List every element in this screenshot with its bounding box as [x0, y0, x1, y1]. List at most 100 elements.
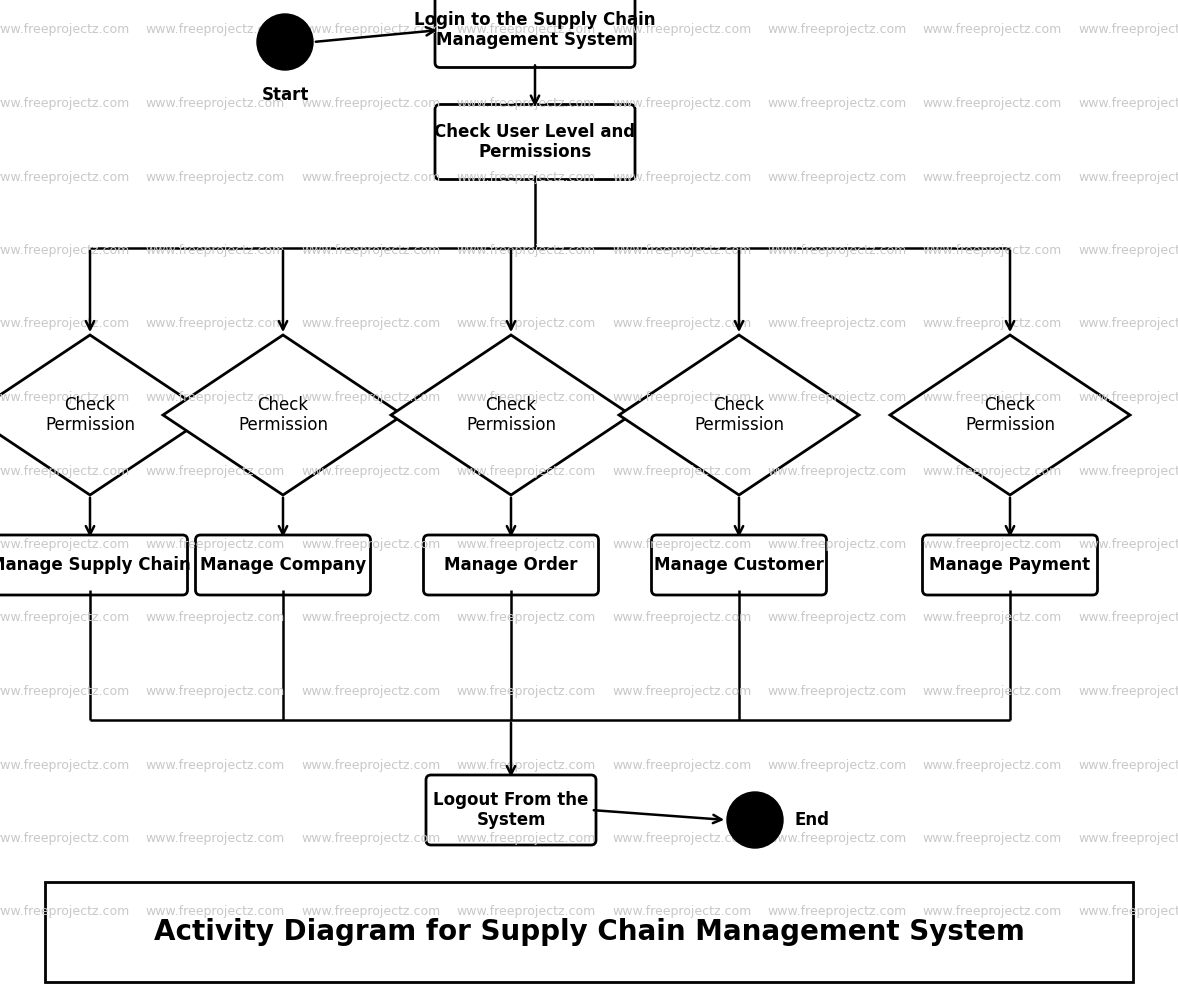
Text: www.freeprojectz.com: www.freeprojectz.com	[0, 685, 130, 698]
Text: www.freeprojectz.com: www.freeprojectz.com	[922, 906, 1063, 919]
Text: www.freeprojectz.com: www.freeprojectz.com	[768, 759, 907, 772]
Text: www.freeprojectz.com: www.freeprojectz.com	[768, 832, 907, 845]
Text: www.freeprojectz.com: www.freeprojectz.com	[302, 24, 441, 37]
Text: End: End	[795, 811, 830, 829]
Circle shape	[257, 14, 313, 70]
Text: www.freeprojectz.com: www.freeprojectz.com	[922, 97, 1063, 110]
Text: www.freeprojectz.com: www.freeprojectz.com	[922, 317, 1063, 330]
Polygon shape	[163, 335, 403, 495]
Text: www.freeprojectz.com: www.freeprojectz.com	[1078, 391, 1178, 404]
Text: Manage Supply Chain: Manage Supply Chain	[0, 556, 191, 574]
Text: www.freeprojectz.com: www.freeprojectz.com	[1078, 24, 1178, 37]
Text: Check
Permission: Check Permission	[965, 396, 1055, 434]
Text: www.freeprojectz.com: www.freeprojectz.com	[302, 244, 441, 257]
Text: www.freeprojectz.com: www.freeprojectz.com	[302, 832, 441, 845]
Text: www.freeprojectz.com: www.freeprojectz.com	[1078, 611, 1178, 625]
Text: www.freeprojectz.com: www.freeprojectz.com	[922, 611, 1063, 625]
Text: www.freeprojectz.com: www.freeprojectz.com	[302, 611, 441, 625]
Text: www.freeprojectz.com: www.freeprojectz.com	[613, 464, 752, 477]
Text: www.freeprojectz.com: www.freeprojectz.com	[457, 317, 596, 330]
Text: www.freeprojectz.com: www.freeprojectz.com	[457, 685, 596, 698]
Text: Check
Permission: Check Permission	[238, 396, 327, 434]
Polygon shape	[0, 335, 210, 495]
Text: www.freeprojectz.com: www.freeprojectz.com	[0, 24, 130, 37]
Text: www.freeprojectz.com: www.freeprojectz.com	[1078, 832, 1178, 845]
Text: www.freeprojectz.com: www.freeprojectz.com	[768, 685, 907, 698]
Text: www.freeprojectz.com: www.freeprojectz.com	[613, 906, 752, 919]
Text: www.freeprojectz.com: www.freeprojectz.com	[613, 24, 752, 37]
Text: Manage Customer: Manage Customer	[654, 556, 823, 574]
Text: www.freeprojectz.com: www.freeprojectz.com	[146, 832, 285, 845]
Text: www.freeprojectz.com: www.freeprojectz.com	[457, 97, 596, 110]
Polygon shape	[618, 335, 859, 495]
Text: www.freeprojectz.com: www.freeprojectz.com	[457, 538, 596, 551]
Text: www.freeprojectz.com: www.freeprojectz.com	[613, 391, 752, 404]
Text: www.freeprojectz.com: www.freeprojectz.com	[302, 97, 441, 110]
Text: www.freeprojectz.com: www.freeprojectz.com	[146, 685, 285, 698]
Text: www.freeprojectz.com: www.freeprojectz.com	[613, 244, 752, 257]
FancyBboxPatch shape	[651, 535, 827, 595]
Text: www.freeprojectz.com: www.freeprojectz.com	[146, 906, 285, 919]
Text: www.freeprojectz.com: www.freeprojectz.com	[1078, 464, 1178, 477]
Text: www.freeprojectz.com: www.freeprojectz.com	[146, 24, 285, 37]
Text: www.freeprojectz.com: www.freeprojectz.com	[302, 171, 441, 184]
Text: www.freeprojectz.com: www.freeprojectz.com	[457, 171, 596, 184]
Text: Manage Company: Manage Company	[200, 556, 366, 574]
Text: www.freeprojectz.com: www.freeprojectz.com	[768, 611, 907, 625]
Text: www.freeprojectz.com: www.freeprojectz.com	[0, 832, 130, 845]
Text: www.freeprojectz.com: www.freeprojectz.com	[768, 97, 907, 110]
Text: Start: Start	[262, 86, 309, 104]
Text: www.freeprojectz.com: www.freeprojectz.com	[457, 832, 596, 845]
Text: www.freeprojectz.com: www.freeprojectz.com	[302, 759, 441, 772]
Circle shape	[727, 792, 783, 848]
Text: Activity Diagram for Supply Chain Management System: Activity Diagram for Supply Chain Manage…	[153, 918, 1025, 946]
Text: www.freeprojectz.com: www.freeprojectz.com	[457, 244, 596, 257]
FancyBboxPatch shape	[922, 535, 1098, 595]
Text: www.freeprojectz.com: www.freeprojectz.com	[0, 244, 130, 257]
Text: www.freeprojectz.com: www.freeprojectz.com	[302, 464, 441, 477]
Text: www.freeprojectz.com: www.freeprojectz.com	[922, 685, 1063, 698]
Text: Manage Order: Manage Order	[444, 556, 577, 574]
Text: www.freeprojectz.com: www.freeprojectz.com	[768, 906, 907, 919]
Text: Check User Level and
Permissions: Check User Level and Permissions	[435, 123, 636, 162]
FancyBboxPatch shape	[424, 535, 598, 595]
Text: www.freeprojectz.com: www.freeprojectz.com	[613, 832, 752, 845]
Text: www.freeprojectz.com: www.freeprojectz.com	[613, 97, 752, 110]
Text: Login to the Supply Chain
Management System: Login to the Supply Chain Management Sys…	[415, 11, 656, 50]
FancyBboxPatch shape	[196, 535, 371, 595]
Text: www.freeprojectz.com: www.freeprojectz.com	[0, 171, 130, 184]
Text: www.freeprojectz.com: www.freeprojectz.com	[0, 611, 130, 625]
Text: www.freeprojectz.com: www.freeprojectz.com	[146, 97, 285, 110]
Text: www.freeprojectz.com: www.freeprojectz.com	[1078, 538, 1178, 551]
Text: www.freeprojectz.com: www.freeprojectz.com	[146, 244, 285, 257]
Text: www.freeprojectz.com: www.freeprojectz.com	[768, 391, 907, 404]
Text: www.freeprojectz.com: www.freeprojectz.com	[768, 538, 907, 551]
Polygon shape	[391, 335, 631, 495]
Text: www.freeprojectz.com: www.freeprojectz.com	[146, 538, 285, 551]
Polygon shape	[891, 335, 1130, 495]
Text: www.freeprojectz.com: www.freeprojectz.com	[0, 317, 130, 330]
Text: www.freeprojectz.com: www.freeprojectz.com	[1078, 317, 1178, 330]
Text: www.freeprojectz.com: www.freeprojectz.com	[768, 317, 907, 330]
Text: www.freeprojectz.com: www.freeprojectz.com	[0, 538, 130, 551]
Text: www.freeprojectz.com: www.freeprojectz.com	[302, 317, 441, 330]
Text: www.freeprojectz.com: www.freeprojectz.com	[0, 391, 130, 404]
Text: www.freeprojectz.com: www.freeprojectz.com	[1078, 759, 1178, 772]
Text: www.freeprojectz.com: www.freeprojectz.com	[768, 171, 907, 184]
Text: www.freeprojectz.com: www.freeprojectz.com	[146, 464, 285, 477]
Text: www.freeprojectz.com: www.freeprojectz.com	[613, 759, 752, 772]
Text: www.freeprojectz.com: www.freeprojectz.com	[922, 759, 1063, 772]
Text: www.freeprojectz.com: www.freeprojectz.com	[1078, 685, 1178, 698]
Text: Check
Permission: Check Permission	[694, 396, 785, 434]
Text: Check
Permission: Check Permission	[466, 396, 556, 434]
Text: www.freeprojectz.com: www.freeprojectz.com	[1078, 97, 1178, 110]
Text: www.freeprojectz.com: www.freeprojectz.com	[302, 685, 441, 698]
Text: www.freeprojectz.com: www.freeprojectz.com	[302, 906, 441, 919]
Text: www.freeprojectz.com: www.freeprojectz.com	[768, 24, 907, 37]
Text: Logout From the
System: Logout From the System	[434, 791, 589, 829]
FancyBboxPatch shape	[426, 775, 596, 845]
Text: www.freeprojectz.com: www.freeprojectz.com	[613, 611, 752, 625]
Text: www.freeprojectz.com: www.freeprojectz.com	[922, 832, 1063, 845]
Text: www.freeprojectz.com: www.freeprojectz.com	[1078, 244, 1178, 257]
Text: Manage Payment: Manage Payment	[929, 556, 1091, 574]
